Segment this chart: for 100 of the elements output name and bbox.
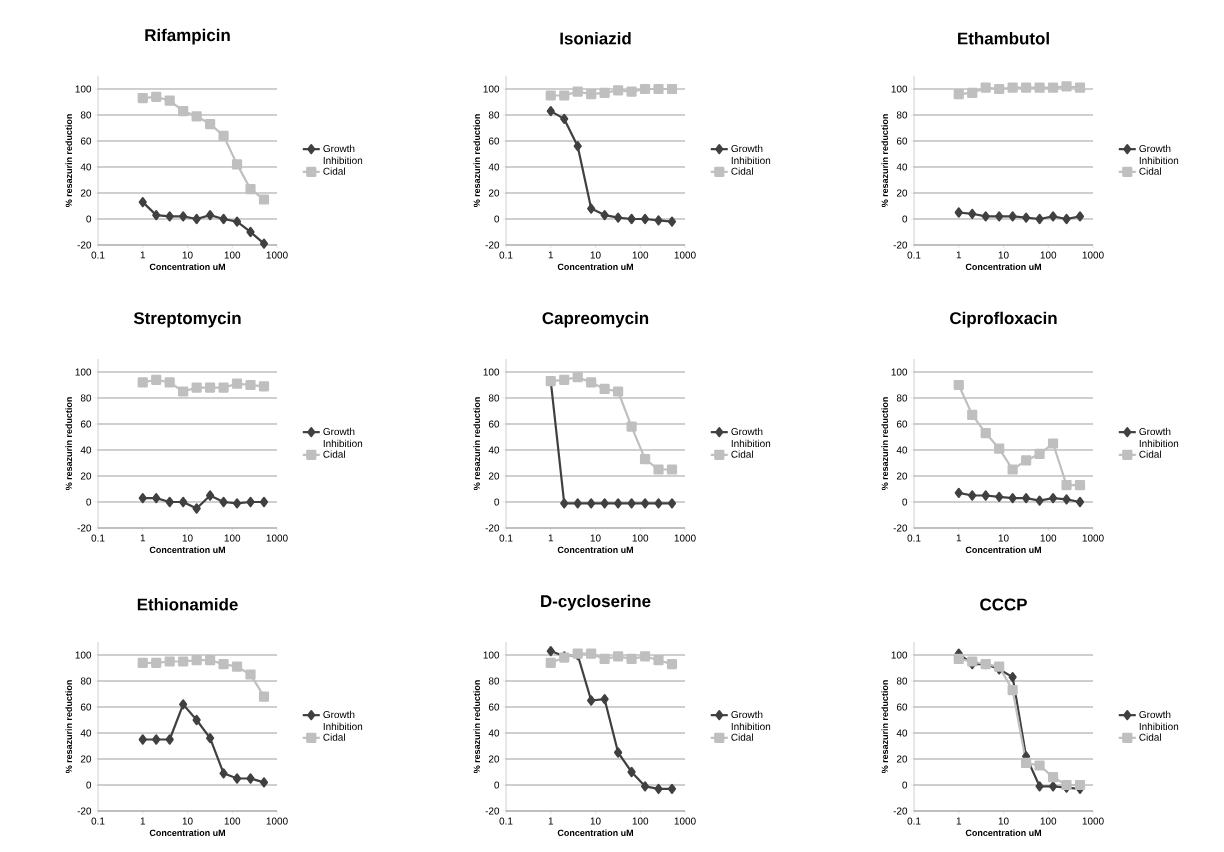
y-tick-label: 40 bbox=[488, 729, 500, 737]
y-axis-title: % resazurin reduction bbox=[65, 397, 73, 491]
y-tick-label: 60 bbox=[80, 703, 92, 711]
y-tick-label: 80 bbox=[488, 677, 500, 685]
y-tick-label: -20 bbox=[77, 524, 92, 532]
y-tick-label: 80 bbox=[896, 394, 908, 402]
legend-label: Cidal bbox=[323, 450, 345, 458]
legend-label: Cidal bbox=[731, 733, 753, 741]
y-tick-label: 40 bbox=[896, 163, 908, 171]
y-tick-label: 80 bbox=[80, 677, 92, 685]
legend-label: Cidal bbox=[1139, 733, 1161, 741]
y-axis-title: % resazurin reduction bbox=[881, 680, 889, 774]
y-tick-label: 20 bbox=[896, 472, 908, 480]
x-tick-label: 1 bbox=[548, 817, 554, 825]
legend-label: Growth Inhibition bbox=[323, 427, 363, 448]
x-tick-label: 10 bbox=[182, 534, 193, 542]
y-tick-label: 20 bbox=[80, 755, 92, 763]
x-axis-title: Concentration uM bbox=[557, 546, 634, 553]
legend-label: Growth Inhibition bbox=[731, 427, 771, 448]
x-tick-label: 1000 bbox=[674, 251, 696, 259]
x-tick-label: 1000 bbox=[674, 534, 696, 542]
y-tick-label: 60 bbox=[488, 420, 500, 428]
legend-label: Growth Inhibition bbox=[1139, 710, 1179, 731]
y-tick-label: 0 bbox=[86, 498, 92, 506]
y-tick-label: 100 bbox=[483, 651, 500, 659]
x-tick-label: 0.1 bbox=[907, 251, 921, 259]
chart-title: Rifampicin bbox=[145, 28, 230, 45]
y-tick-label: -20 bbox=[485, 524, 500, 532]
y-tick-label: 40 bbox=[488, 446, 500, 454]
x-tick-label: 1000 bbox=[266, 817, 288, 825]
y-tick-label: -20 bbox=[77, 241, 92, 249]
y-tick-label: -20 bbox=[893, 241, 908, 249]
x-tick-label: 1 bbox=[956, 251, 962, 259]
x-tick-label: 100 bbox=[224, 817, 241, 825]
y-tick-label: 100 bbox=[483, 85, 500, 93]
x-tick-label: 1000 bbox=[1082, 817, 1104, 825]
y-tick-label: -20 bbox=[893, 807, 908, 815]
y-tick-label: 0 bbox=[494, 498, 500, 506]
y-tick-label: 0 bbox=[86, 215, 92, 223]
y-tick-label: 80 bbox=[896, 677, 908, 685]
x-tick-label: 10 bbox=[590, 817, 601, 825]
x-tick-label: 0.1 bbox=[91, 251, 105, 259]
y-tick-label: -20 bbox=[485, 241, 500, 249]
legend-label: Growth Inhibition bbox=[1139, 427, 1179, 448]
y-tick-label: 60 bbox=[488, 137, 500, 145]
x-tick-label: 0.1 bbox=[907, 817, 921, 825]
y-tick-label: 20 bbox=[488, 755, 500, 763]
y-tick-label: -20 bbox=[485, 807, 500, 815]
y-tick-label: 20 bbox=[896, 189, 908, 197]
x-tick-label: 100 bbox=[224, 251, 241, 259]
x-tick-label: 1 bbox=[956, 817, 962, 825]
y-axis-title: % resazurin reduction bbox=[473, 680, 481, 774]
x-tick-label: 100 bbox=[632, 251, 649, 259]
chart-title: Streptomycin bbox=[133, 311, 241, 328]
chart-title: Capreomycin bbox=[542, 311, 649, 328]
x-tick-label: 100 bbox=[1040, 251, 1057, 259]
x-tick-label: 1 bbox=[140, 817, 146, 825]
y-tick-label: 20 bbox=[488, 472, 500, 480]
y-tick-label: 40 bbox=[80, 446, 92, 454]
y-tick-label: 0 bbox=[494, 215, 500, 223]
x-tick-label: 10 bbox=[998, 251, 1009, 259]
chart-title: D-cycloserine bbox=[541, 594, 651, 611]
y-tick-label: 40 bbox=[488, 163, 500, 171]
x-tick-label: 10 bbox=[182, 817, 193, 825]
y-tick-label: 40 bbox=[896, 446, 908, 454]
x-axis-title: Concentration uM bbox=[557, 263, 634, 270]
x-tick-label: 0.1 bbox=[499, 817, 513, 825]
x-tick-label: 100 bbox=[632, 534, 649, 542]
legend-label: Growth Inhibition bbox=[323, 144, 363, 165]
y-tick-label: 100 bbox=[75, 368, 92, 376]
y-tick-label: 60 bbox=[896, 137, 908, 145]
y-tick-label: 60 bbox=[896, 420, 908, 428]
legend-label: Cidal bbox=[1139, 450, 1161, 458]
x-tick-label: 1 bbox=[548, 251, 554, 259]
x-axis-title: Concentration uM bbox=[149, 546, 226, 553]
y-tick-label: -20 bbox=[77, 807, 92, 815]
y-tick-label: 20 bbox=[896, 755, 908, 763]
legend-label: Cidal bbox=[731, 450, 753, 458]
x-axis-title: Concentration uM bbox=[965, 546, 1042, 553]
legend-label: Growth Inhibition bbox=[323, 710, 363, 731]
x-tick-label: 100 bbox=[1040, 534, 1057, 542]
y-tick-label: -20 bbox=[893, 524, 908, 532]
x-tick-label: 1 bbox=[140, 251, 146, 259]
x-tick-label: 1000 bbox=[266, 534, 288, 542]
chart-title: CCCP bbox=[980, 598, 1027, 611]
y-axis-title: % resazurin reduction bbox=[473, 397, 481, 491]
x-tick-label: 1000 bbox=[266, 251, 288, 259]
x-tick-label: 0.1 bbox=[499, 534, 513, 542]
chart-title: Isoniazid bbox=[560, 32, 631, 45]
y-tick-label: 20 bbox=[80, 472, 92, 480]
chart-title: Ciprofloxacin bbox=[950, 311, 1057, 328]
y-tick-label: 100 bbox=[891, 368, 908, 376]
legend-label: Growth Inhibition bbox=[1139, 144, 1179, 165]
x-axis-title: Concentration uM bbox=[557, 829, 634, 836]
x-tick-label: 100 bbox=[1040, 817, 1057, 825]
x-tick-label: 10 bbox=[998, 817, 1009, 825]
y-tick-label: 80 bbox=[80, 111, 92, 119]
x-tick-label: 100 bbox=[632, 817, 649, 825]
y-tick-label: 60 bbox=[80, 420, 92, 428]
y-axis-title: % resazurin reduction bbox=[473, 114, 481, 208]
